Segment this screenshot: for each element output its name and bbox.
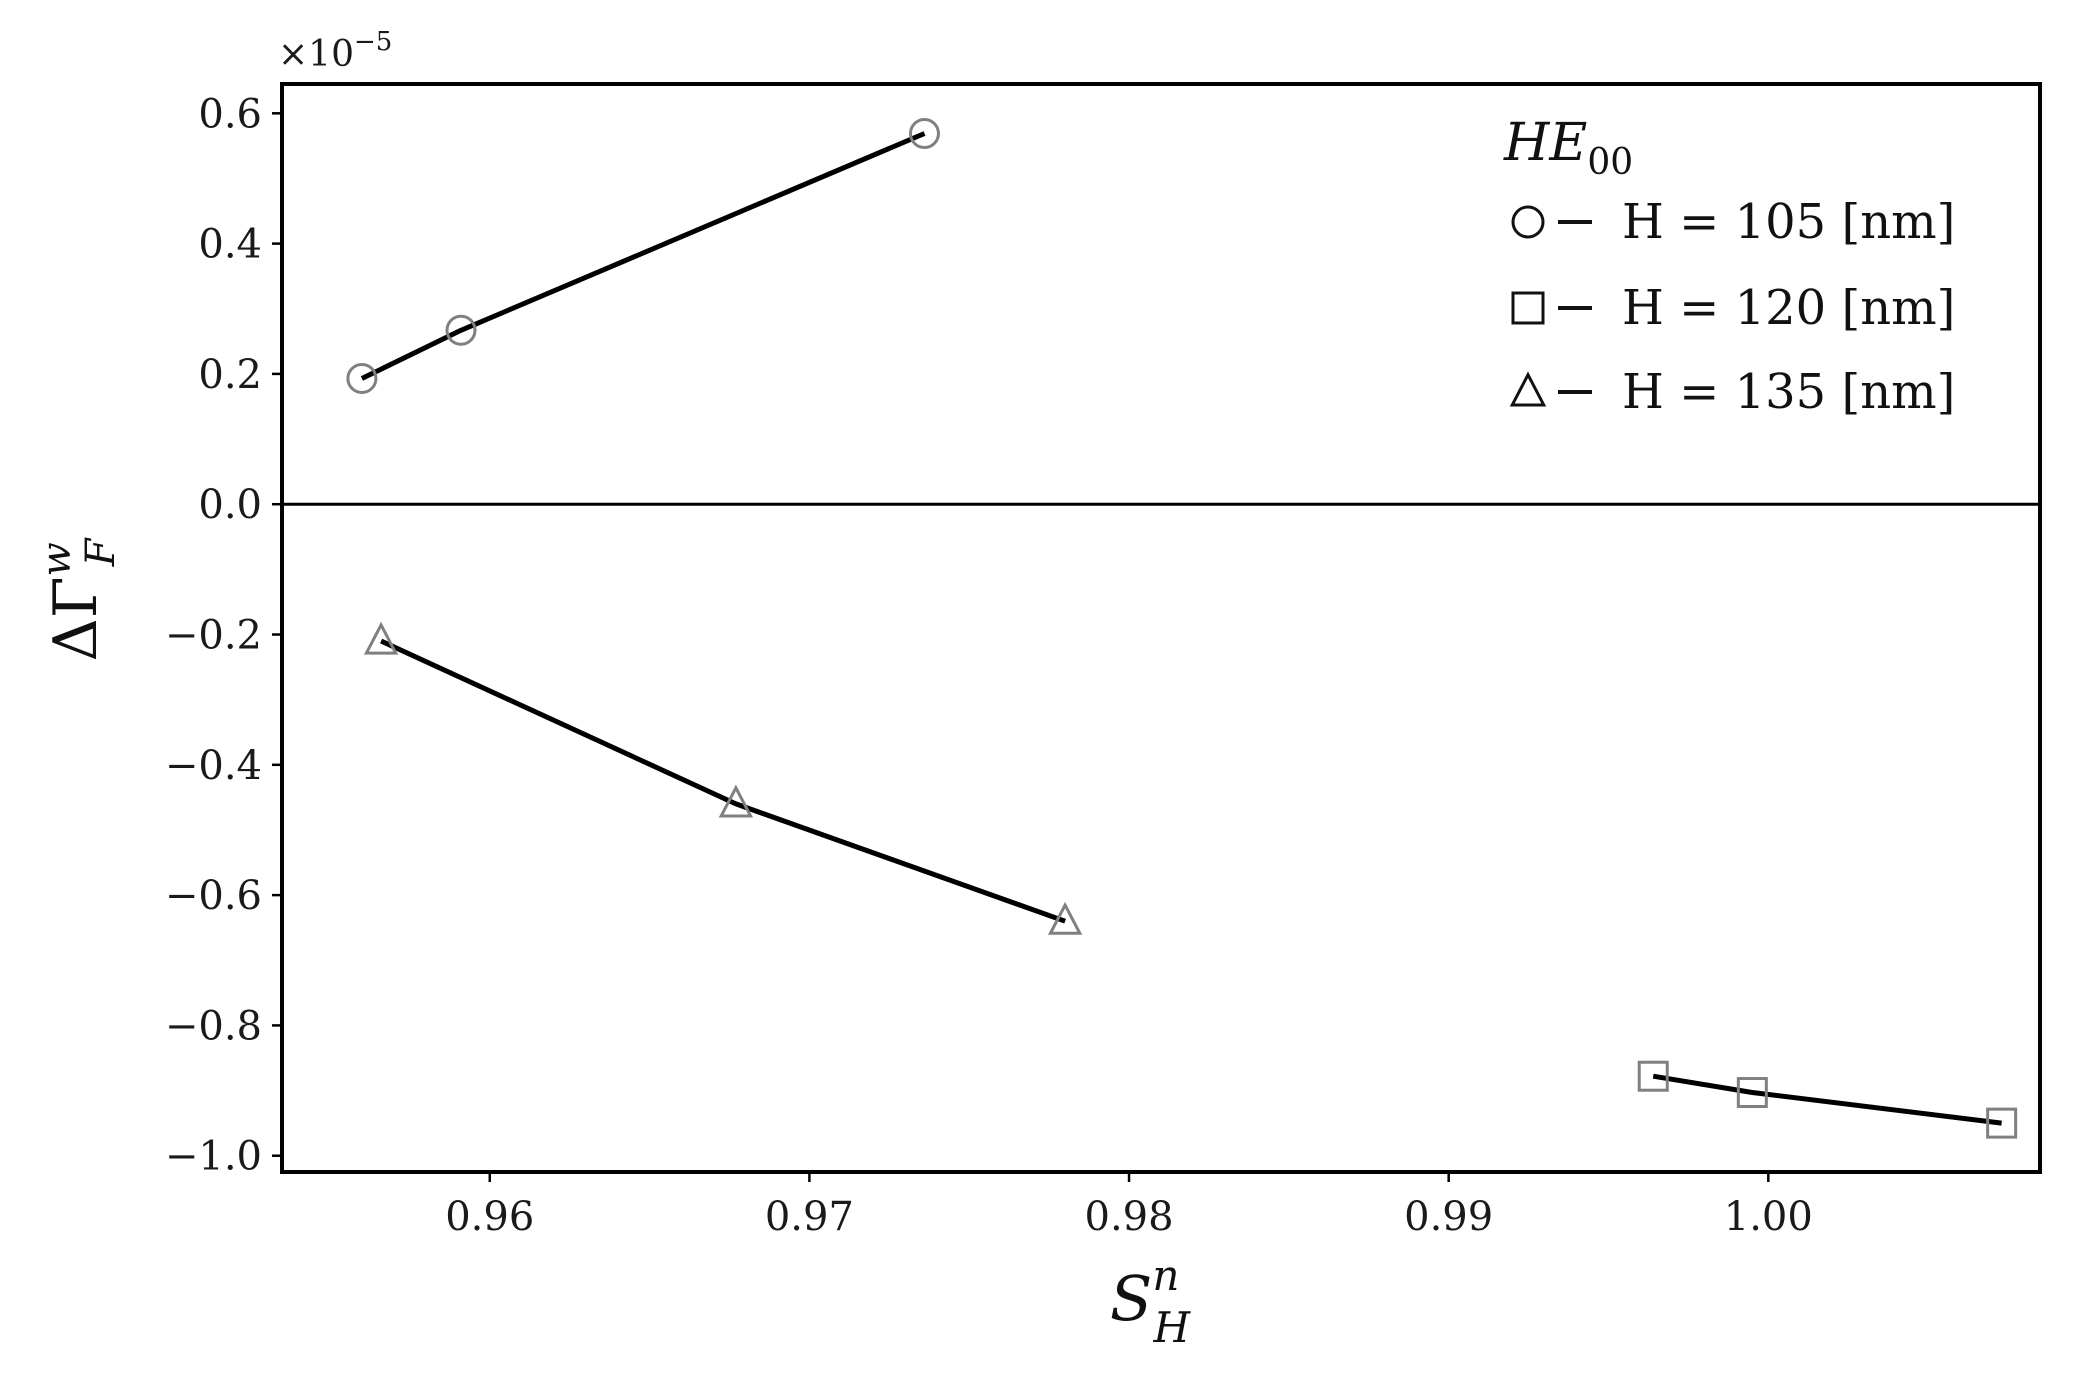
data-point-triangle — [718, 784, 754, 818]
legend-entry: H = 135 [nm] — [1509, 364, 1955, 420]
data-point-square — [1986, 1107, 2018, 1139]
legend-title-main: HE — [1503, 113, 1587, 173]
series-line — [380, 638, 1066, 924]
x-axis-ticks: 0.96 0.97 0.98 0.99 1.00 — [445, 1172, 1813, 1240]
y-axis-title-main: ΔΓ — [41, 577, 111, 662]
y-tick-label: 0.4 — [198, 222, 262, 268]
data-point-circle — [346, 362, 378, 394]
y-multiplier-exponent: −5 — [354, 27, 392, 57]
y-tick-label: −0.4 — [165, 743, 262, 789]
y-tick-label: 0.6 — [198, 91, 262, 137]
legend-marker-circle — [1511, 205, 1545, 239]
legend-title-sub: 00 — [1587, 142, 1633, 183]
legend: HE00 H = 105 [nm] H = 120 [nm] H = 135 [nm… — [1503, 113, 1955, 420]
y-tick-label: 0.0 — [198, 482, 262, 528]
y-multiplier-label: ×10−5 — [278, 27, 392, 75]
y-tick-label: −0.6 — [165, 873, 262, 919]
legend-entry: H = 120 [nm] — [1511, 280, 1955, 336]
legend-title: HE00 — [1503, 113, 1633, 183]
y-multiplier-base: ×10 — [278, 34, 354, 75]
data-point-circle — [445, 314, 477, 346]
data-point-square — [1637, 1060, 1669, 1092]
series-layer — [346, 118, 2018, 1139]
legend-entry: H = 105 [nm] — [1511, 194, 1955, 250]
x-tick-label: 0.97 — [765, 1194, 854, 1240]
data-point-circle — [908, 118, 940, 150]
x-tick-label: 0.98 — [1085, 1194, 1174, 1240]
y-tick-label: 0.2 — [198, 352, 262, 398]
data-point-triangle — [1047, 901, 1083, 935]
y-axis-title-sup: w — [34, 542, 80, 576]
data-point-square — [1736, 1077, 1768, 1109]
y-tick-label: −1.0 — [165, 1134, 262, 1180]
data-point-triangle — [363, 621, 399, 655]
y-axis-title-sub: F — [78, 537, 124, 567]
legend-marker-square — [1511, 291, 1545, 325]
series-line — [1652, 1073, 2002, 1126]
x-axis-title-main: S — [1110, 1262, 1152, 1335]
x-tick-label: 0.99 — [1404, 1194, 1493, 1240]
series-triangle — [363, 621, 1083, 935]
legend-label: H = 135 [nm] — [1622, 364, 1955, 420]
svg-text:ΔΓwF: ΔΓwF — [34, 537, 124, 661]
y-axis-ticks: 0.6 0.4 0.2 0.0 −0.2 −0.4 −0.6 −0.8 −1.0 — [165, 91, 282, 1180]
x-tick-label: 0.96 — [445, 1194, 534, 1240]
x-axis-title: Sn H — [1110, 1251, 1192, 1352]
series-square — [1637, 1060, 2018, 1139]
y-tick-label: −0.2 — [165, 613, 262, 659]
axes-frame — [280, 82, 2042, 1174]
x-axis-title-sup: n — [1152, 1251, 1179, 1300]
y-tick-label: −0.8 — [165, 1003, 262, 1049]
legend-label: H = 120 [nm] — [1622, 280, 1955, 336]
legend-entries: H = 105 [nm] H = 120 [nm] H = 135 [nm] — [1509, 194, 1955, 420]
x-tick-label: 1.00 — [1724, 1194, 1813, 1240]
series-circle — [346, 118, 940, 394]
series-line — [360, 131, 926, 381]
y-axis-title: ΔΓwF — [34, 537, 124, 661]
legend-marker-triangle — [1509, 371, 1547, 407]
x-axis-title-sub: H — [1152, 1303, 1191, 1352]
legend-label: H = 105 [nm] — [1622, 194, 1955, 250]
